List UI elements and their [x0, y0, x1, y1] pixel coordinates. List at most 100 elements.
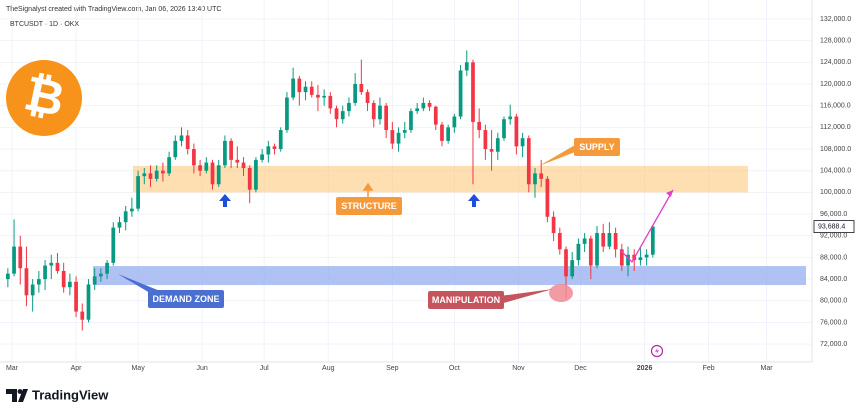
projection-arrow	[619, 189, 674, 264]
candle-body	[260, 154, 264, 160]
candle-body	[142, 173, 147, 177]
lightning-icon	[650, 344, 664, 358]
candle-body	[117, 222, 122, 228]
candle-body	[359, 83, 364, 93]
candle-body	[198, 165, 202, 171]
y-tick-label: 88,000.0	[820, 254, 847, 261]
candle-body	[55, 262, 60, 271]
candle-body	[192, 149, 196, 166]
candle-body	[43, 265, 47, 280]
logo-mark	[6, 389, 17, 402]
candle-body	[440, 124, 444, 141]
candle-body	[123, 211, 128, 223]
bitcoin-logo	[6, 60, 82, 136]
y-tick-label: 120,000.0	[820, 81, 851, 88]
candle-body	[613, 233, 618, 250]
candle-body	[223, 140, 227, 166]
candle-body	[61, 270, 66, 288]
y-tick-label: 108,000.0	[820, 146, 851, 153]
demand-zone	[93, 266, 806, 286]
candle-body	[607, 233, 612, 247]
structure-box	[336, 197, 402, 215]
supply-label: SUPPLY	[579, 142, 614, 152]
candle-body	[30, 284, 35, 296]
candle-body	[396, 132, 401, 144]
candle-body	[111, 227, 116, 263]
candle-body	[204, 162, 209, 171]
candle-body	[241, 162, 246, 168]
candle-body	[601, 233, 606, 247]
candle-body	[309, 86, 314, 95]
candle-body	[161, 170, 165, 174]
candle-body	[92, 276, 97, 285]
x-tick-label: Aug	[322, 365, 335, 372]
x-tick-label: Dec	[574, 365, 587, 372]
y-tick-label: 112,000.0	[820, 124, 851, 131]
candle-body	[185, 135, 190, 150]
x-tick-label: Sep	[386, 365, 399, 372]
candle-body	[477, 121, 482, 131]
x-tick-label: May	[131, 365, 145, 372]
candle-body	[340, 111, 345, 120]
candle-body	[247, 167, 252, 190]
x-tick-label: Jun	[197, 365, 208, 372]
y-tick-label: 96,000.0	[820, 211, 847, 218]
supply-zone	[133, 165, 748, 193]
candle-body	[353, 83, 358, 103]
candle-body	[458, 70, 463, 117]
attribution: TheSignalyst created with TradingView.co…	[6, 6, 221, 13]
logo-dot	[17, 389, 23, 394]
candle-body	[545, 178, 550, 217]
candle-body	[179, 135, 184, 141]
last-price-label: 93,688.4	[818, 223, 845, 230]
blue-arrow	[468, 194, 480, 207]
candle-body	[421, 102, 426, 109]
x-tick-label: Apr	[71, 365, 83, 372]
demand-label: DEMAND ZONE	[153, 294, 220, 304]
plot-area: STRUCTURE SUPPLY DEMAND ZONE MANIPULATION	[0, 0, 812, 362]
y-tick-label: 116,000.0	[820, 103, 851, 110]
icon-bolt	[655, 347, 659, 355]
candle-body	[533, 173, 537, 185]
candle-body	[495, 138, 500, 152]
tradingview-logo: TradingView	[6, 387, 109, 402]
candle-body	[619, 249, 624, 266]
candle-body	[390, 130, 395, 144]
candle-body	[173, 140, 178, 158]
candle-body	[514, 116, 519, 147]
candle-body	[415, 108, 420, 112]
y-tick-label: 132,000.0	[820, 16, 851, 23]
candle-body	[130, 208, 134, 212]
x-tick-label: Jul	[260, 365, 269, 372]
projection-arrow-head	[666, 190, 673, 197]
supply-box	[574, 138, 620, 156]
candle-body	[526, 138, 531, 185]
y-tick-label: 124,000.0	[820, 59, 851, 66]
candle-body	[582, 238, 587, 244]
candle-body	[24, 268, 29, 296]
symbol-title: BTCUSDT · 1D · OKX	[10, 21, 79, 28]
candle-body	[328, 95, 333, 109]
candle-body	[285, 97, 289, 131]
x-tick-label: Nov	[512, 365, 525, 372]
manipulation-label: MANIPULATION	[432, 295, 500, 305]
candle-body	[502, 119, 506, 139]
y-tick-label: 128,000.0	[820, 37, 851, 44]
manipulation-pointer	[500, 289, 553, 304]
logo-slash	[18, 389, 28, 402]
candle-body	[148, 173, 153, 179]
candle-body	[452, 116, 457, 128]
candle-body	[365, 92, 370, 103]
candle-body	[384, 105, 389, 131]
candle-body	[471, 62, 475, 122]
candle-body	[266, 146, 271, 155]
candle-body	[18, 246, 23, 269]
x-tick-label: Mar	[6, 365, 19, 372]
candle-body	[557, 233, 562, 250]
candle-body	[235, 159, 240, 163]
candle-body	[588, 238, 593, 266]
candle-body	[74, 281, 78, 312]
candle-body	[49, 262, 54, 266]
candle-body	[278, 130, 283, 150]
candle-body	[322, 95, 326, 98]
